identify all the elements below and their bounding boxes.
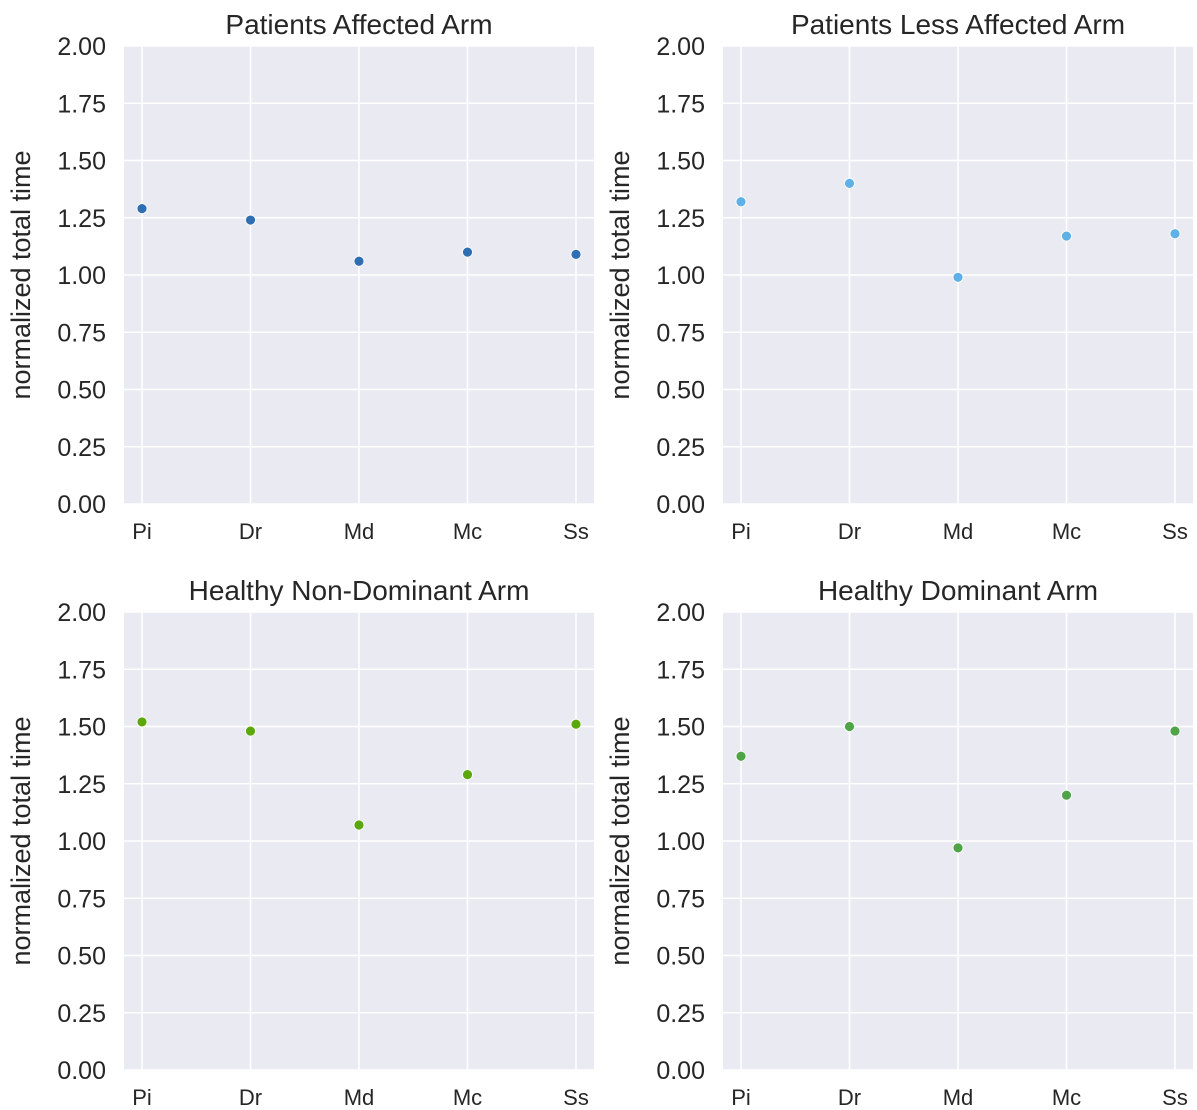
x-tick-label: Md [344, 1085, 375, 1110]
y-tick-label: 0.75 [656, 885, 705, 913]
y-tick-label: 1.50 [656, 714, 705, 742]
x-tick-label: Md [344, 519, 375, 544]
subplot-1: 0.00 0.25 0.50 0.75 1.00 1.25 1.50 1.75 2.00 Pi Dr… [6, 9, 594, 544]
x-tick-label: Dr [838, 519, 861, 544]
subplot-2: 0.00 0.25 0.50 0.75 1.00 1.25 1.50 1.75 2.00 Pi Dr… [605, 9, 1193, 544]
x-tick-label: Ss [1162, 519, 1188, 544]
y-axis-label: normalized total time [605, 716, 635, 965]
y-tick-label: 0.50 [57, 377, 106, 405]
chart-title: Patients Affected Arm [225, 9, 492, 40]
y-tick-label: 1.75 [656, 90, 705, 118]
x-tick-label: Pi [731, 1085, 751, 1110]
data-point-md [952, 271, 964, 283]
data-point-dr [844, 721, 855, 732]
y-tick-label: 0.50 [57, 943, 106, 971]
y-tick-label: 1.00 [656, 828, 705, 856]
y-axis-label: normalized total time [605, 150, 635, 399]
x-tick-label: Ss [563, 519, 589, 544]
y-tick-label: 0.00 [656, 491, 705, 519]
data-point-ss [570, 718, 582, 730]
y-tick-label: 0.75 [656, 319, 705, 347]
y-tick-label: 0.75 [57, 319, 106, 347]
y-axis-label: normalized total time [6, 150, 36, 399]
data-point-md [353, 819, 365, 831]
data-point-pi [136, 716, 148, 728]
y-tick-label: 0.25 [656, 1000, 705, 1028]
x-tick-label: Pi [132, 519, 152, 544]
data-point-pi [735, 196, 747, 208]
x-tick-label: Ss [563, 1085, 589, 1110]
y-tick-label: 1.00 [656, 262, 705, 290]
y-tick-label: 2.00 [656, 33, 705, 61]
y-tick-label: 1.50 [57, 714, 106, 742]
data-point-dr [245, 725, 256, 737]
subplot-3: 0.00 0.25 0.50 0.75 1.00 1.25 1.50 1.75 2.00 Pi Dr… [6, 575, 594, 1110]
y-tick-label: 1.75 [57, 656, 106, 684]
chart-title: Healthy Non-Dominant Arm [189, 575, 530, 606]
data-point-ss [570, 248, 582, 260]
x-tick-label: Dr [239, 519, 262, 544]
y-tick-label: 2.00 [57, 599, 106, 627]
subplot-4: 0.00 0.25 0.50 0.75 1.00 1.25 1.50 1.75 2.00 Pi Dr… [605, 575, 1193, 1110]
x-tick-label: Pi [132, 1085, 152, 1110]
y-tick-label: 0.25 [656, 434, 705, 462]
y-tick-label: 1.75 [57, 90, 106, 118]
data-point-mc [462, 769, 473, 780]
y-tick-label: 1.00 [57, 262, 106, 290]
y-tick-label: 0.00 [656, 1057, 705, 1085]
y-axis-label: normalized total time [6, 716, 36, 965]
y-tick-label: 1.25 [57, 205, 106, 233]
x-tick-label: Mc [1052, 519, 1081, 544]
y-tick-label: 1.25 [656, 771, 705, 799]
y-tick-label: 0.25 [57, 434, 106, 462]
x-tick-label: Mc [453, 1085, 482, 1110]
y-tick-label: 2.00 [57, 33, 106, 61]
data-point-ss [1169, 725, 1181, 737]
data-point-mc [462, 246, 473, 258]
x-tick-label: Mc [1052, 1085, 1081, 1110]
y-tick-label: 0.00 [57, 491, 106, 519]
x-tick-label: Ss [1162, 1085, 1188, 1110]
data-point-dr [245, 214, 256, 226]
y-tick-label: 1.50 [57, 148, 106, 176]
x-tick-label: Dr [838, 1085, 861, 1110]
data-point-dr [844, 177, 855, 189]
x-tick-label: Mc [453, 519, 482, 544]
data-point-pi [735, 750, 747, 762]
y-tick-label: 0.75 [57, 885, 106, 913]
y-tick-label: 1.25 [57, 771, 106, 799]
chart-title: Patients Less Affected Arm [791, 9, 1125, 40]
y-tick-label: 2.00 [656, 599, 705, 627]
y-tick-label: 1.50 [656, 148, 705, 176]
data-point-mc [1061, 230, 1072, 242]
x-tick-label: Md [943, 1085, 974, 1110]
y-tick-label: 0.50 [656, 943, 705, 971]
y-tick-label: 1.00 [57, 828, 106, 856]
y-tick-label: 0.00 [57, 1057, 106, 1085]
x-tick-label: Pi [731, 519, 751, 544]
data-point-md [353, 255, 365, 267]
data-point-pi [136, 203, 148, 214]
y-tick-label: 0.25 [57, 1000, 106, 1028]
x-tick-label: Md [943, 519, 974, 544]
x-tick-label: Dr [239, 1085, 262, 1110]
data-point-md [952, 842, 964, 854]
y-tick-label: 1.25 [656, 205, 705, 233]
y-tick-label: 0.50 [656, 377, 705, 405]
data-point-mc [1061, 789, 1072, 801]
y-tick-label: 1.75 [656, 656, 705, 684]
data-point-ss [1169, 228, 1181, 240]
chart-title: Healthy Dominant Arm [818, 575, 1098, 606]
